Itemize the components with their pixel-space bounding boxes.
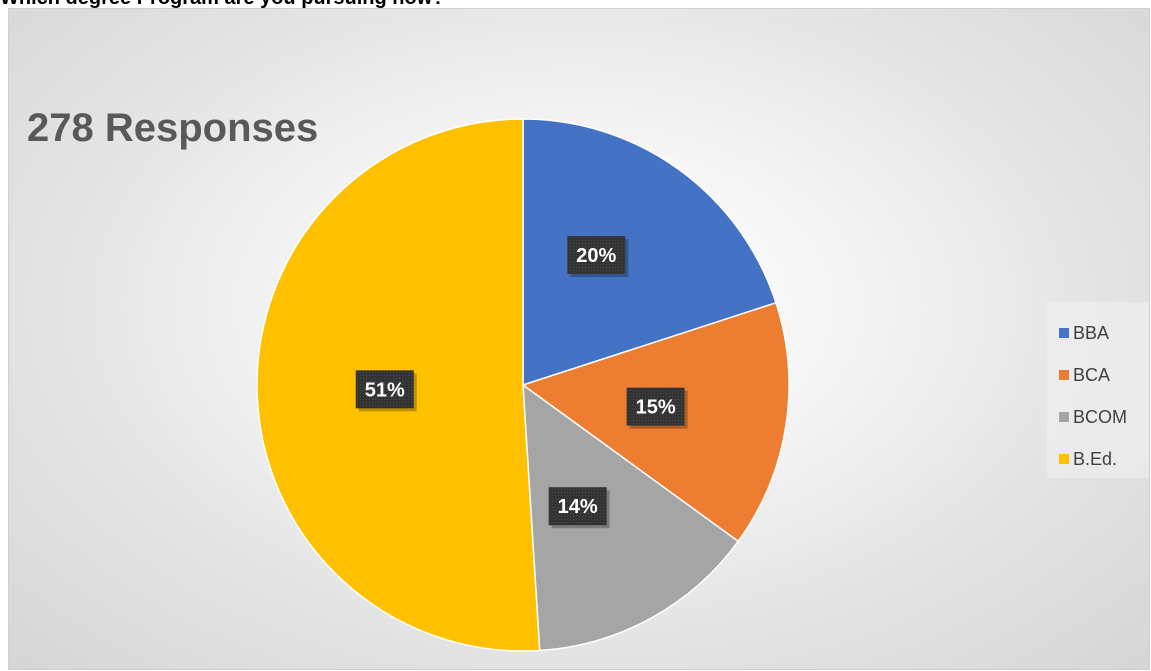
legend-label: BCA [1073, 364, 1111, 385]
chart-area: 278 Responses 20% 15% 14% 51% BBA BCA BCOM B.E… [8, 8, 1150, 670]
legend-item-bba: BBA [1059, 312, 1149, 354]
data-label-bba: 20% [567, 236, 629, 278]
pie-data-labels: 20% 15% 14% 51% [355, 236, 688, 529]
data-label-bed: 51% [355, 370, 417, 412]
svg-text:20%: 20% [576, 245, 616, 267]
legend-swatch [1059, 328, 1069, 338]
data-label-bca: 15% [626, 387, 688, 429]
chart-title: 278 Responses [27, 106, 319, 150]
legend-label: BBA [1073, 322, 1110, 343]
legend-swatch [1059, 454, 1069, 464]
svg-text:14%: 14% [558, 496, 598, 518]
legend-item-bed: B.Ed. [1059, 438, 1149, 480]
legend-label: B.Ed. [1073, 448, 1118, 469]
pie-slices [256, 118, 790, 652]
pie-chart: 20% 15% 14% 51% [256, 118, 790, 652]
pie-slice-bcom [522, 383, 740, 652]
svg-text:15%: 15% [636, 397, 676, 419]
legend: BBA BCA BCOM B.Ed. [1047, 302, 1149, 480]
legend-label: BCOM [1073, 406, 1127, 427]
svg-text:51%: 51% [365, 379, 405, 401]
legend-item-bca: BCA [1059, 354, 1149, 396]
data-label-bcom: 14% [548, 487, 610, 529]
legend-swatch [1059, 412, 1069, 422]
pie-slice-bba [522, 118, 777, 387]
question-heading: Which degree Program are you pursuing no… [0, 0, 445, 8]
legend-item-bcom: BCOM [1059, 396, 1149, 438]
legend-swatch [1059, 370, 1069, 380]
